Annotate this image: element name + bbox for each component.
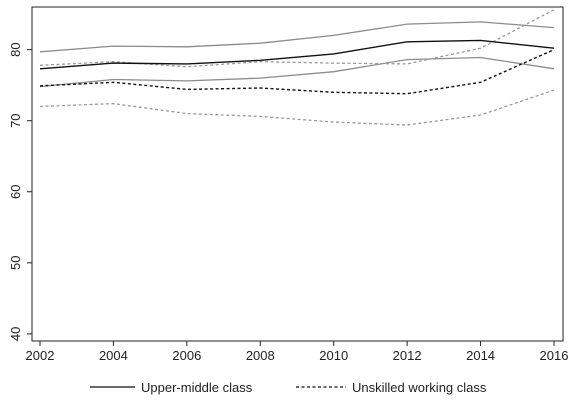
- y-tick-label: 60: [8, 185, 23, 199]
- legend-label-unskilled: Unskilled working class: [352, 380, 487, 395]
- x-tick-label: 2010: [319, 348, 348, 363]
- plot-frame: [31, 6, 564, 342]
- legend-label-upper-middle: Upper-middle class: [141, 380, 253, 395]
- y-tick-label: 70: [8, 113, 23, 127]
- y-tick-label: 40: [8, 327, 23, 341]
- x-axis: 2002 2004 2006 2008 2010 2012 2014 2016: [26, 341, 569, 363]
- x-tick-label: 2006: [172, 348, 201, 363]
- x-tick-label: 2014: [466, 348, 495, 363]
- unskilled-series-line: [39, 48, 555, 95]
- x-tick-label: 2016: [540, 348, 569, 363]
- legend-item-unskilled: Unskilled working class: [296, 380, 487, 395]
- unskilled-ci-upper-line: [39, 9, 555, 68]
- x-tick-label: 2012: [393, 348, 422, 363]
- confidence-bands: [39, 9, 555, 126]
- upper-middle-ci-lower-line: [39, 56, 555, 88]
- legend-item-upper-middle: Upper-middle class: [90, 380, 253, 395]
- y-tick-label: 80: [8, 42, 23, 56]
- legend: Upper-middle class Unskilled working cla…: [90, 380, 487, 395]
- x-tick-label: 2008: [246, 348, 275, 363]
- x-tick-label: 2002: [26, 348, 55, 363]
- y-axis: 40 50 60 70 80: [8, 42, 32, 341]
- series-lines: [39, 39, 555, 95]
- unskilled-ci-lower-line: [39, 89, 555, 126]
- upper-middle-series-line: [39, 39, 555, 70]
- y-tick-label: 50: [8, 256, 23, 270]
- x-tick-label: 2004: [99, 348, 128, 363]
- upper-middle-ci-upper-line: [39, 21, 555, 53]
